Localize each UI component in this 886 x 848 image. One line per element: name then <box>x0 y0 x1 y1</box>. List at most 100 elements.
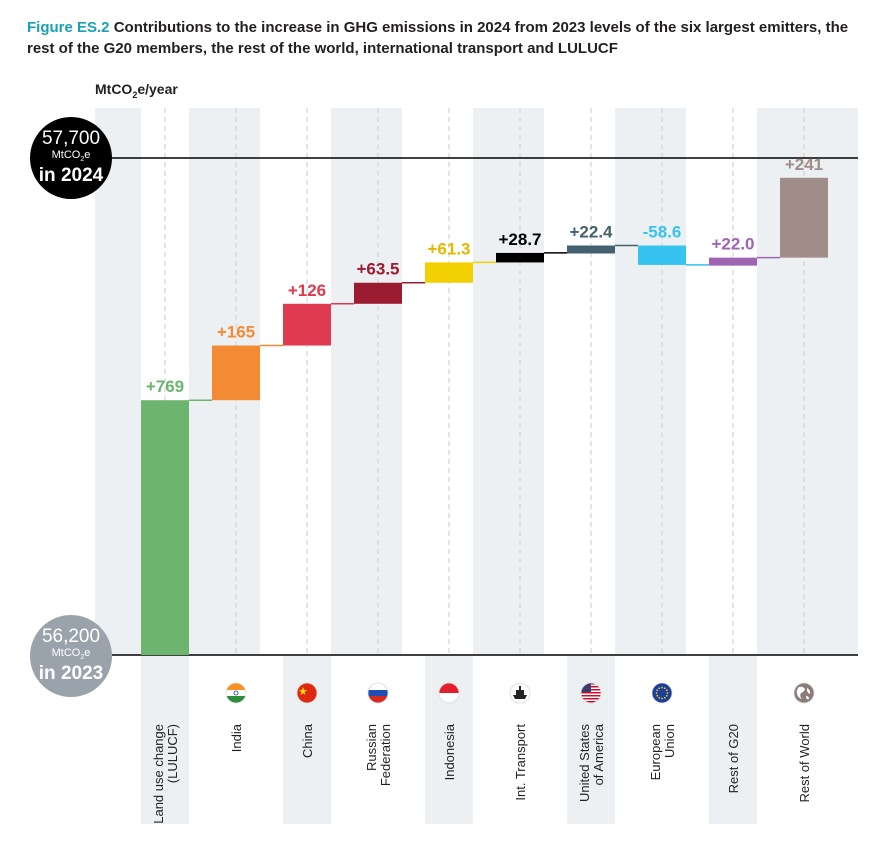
bar-land-use-change-lulucf <box>141 400 189 655</box>
category-label-text: India <box>229 723 244 752</box>
category-label-text: RussianFederation <box>364 724 393 786</box>
bar-int-transport <box>496 252 544 263</box>
background-band-right <box>824 108 858 655</box>
category-label-rest-of-world: Rest of World <box>797 724 812 803</box>
flag-wheel <box>233 690 239 696</box>
flag-star <box>661 686 663 689</box>
figure-title: Figure ES.2 Contributions to the increas… <box>27 17 872 59</box>
flag-stripe <box>581 695 601 697</box>
unit-prefix: MtCO <box>95 81 133 97</box>
flag-star <box>658 687 661 690</box>
ship-cabin <box>516 690 524 695</box>
flag-stripe <box>226 696 246 703</box>
total-2024-year: in 2024 <box>38 165 104 187</box>
icon-ring <box>580 682 602 704</box>
flag-stripe <box>226 683 246 690</box>
bar-european-union <box>638 245 686 265</box>
background-band <box>331 108 402 655</box>
category-label-line: of America <box>591 723 606 785</box>
icon-ring <box>296 682 318 704</box>
unit-sub: 2 <box>132 89 138 100</box>
label-band <box>709 656 757 824</box>
flag-canton <box>581 683 591 692</box>
flag-star <box>666 692 669 694</box>
category-label-line: Indonesia <box>442 723 457 780</box>
category-label-line: Federation <box>378 724 393 786</box>
icon-ring <box>651 682 673 704</box>
flag-star <box>663 696 666 699</box>
bar-rest-of-world <box>780 177 828 258</box>
icon-body <box>297 683 317 703</box>
russia-flag-icon <box>367 682 389 704</box>
flag-star <box>655 692 658 694</box>
eu-flag-icon <box>651 682 673 704</box>
category-label-russian-federation: RussianFederation <box>364 724 393 786</box>
category-label-text: Indonesia <box>442 723 457 780</box>
flag-field <box>652 683 672 703</box>
label-band <box>141 656 189 824</box>
total-2023-badge: 56,200 MtCO2e in 2023 <box>30 615 112 697</box>
category-label-line: Union <box>662 724 677 758</box>
category-label-int-transport: Int. Transport <box>513 724 528 801</box>
total-2023-value: 56,200 <box>41 626 101 647</box>
category-label-china: China <box>300 723 315 758</box>
flag-star <box>656 694 659 697</box>
value-label-int-transport: +28.7 <box>498 230 541 249</box>
flag-stripe <box>439 683 459 693</box>
category-label-text: Land use change(LULUCF) <box>151 724 180 824</box>
globe-land <box>796 686 805 699</box>
category-label-land-use-change-lulucf: Land use change(LULUCF) <box>151 724 180 824</box>
ship-funnel <box>519 686 521 690</box>
flag-stripe <box>581 701 601 703</box>
icon-body <box>439 683 459 703</box>
flag-stripe <box>439 693 459 703</box>
total-2023-unit: MtCO2e <box>51 647 91 662</box>
category-label-line: Int. Transport <box>513 724 528 801</box>
ship-icon <box>509 682 531 704</box>
flag-star <box>665 694 668 697</box>
bar-united-states-of-america <box>567 245 615 254</box>
background-band <box>473 108 544 655</box>
category-label-line: (LULUCF) <box>165 724 180 783</box>
bar-india <box>212 345 260 401</box>
category-label-line: Rest of World <box>797 724 812 803</box>
bar-china <box>283 303 331 346</box>
category-label-line: European <box>648 724 663 780</box>
category-label-line: Russian <box>364 724 379 771</box>
flag-stripe <box>226 690 246 696</box>
flag-star <box>661 697 663 700</box>
unit-suffix: e/year <box>137 81 178 97</box>
background-band-left <box>95 108 141 655</box>
category-label-text: Rest of G20 <box>726 724 741 793</box>
total-2024-badge: 57,700 MtCO2e in 2024 <box>30 117 112 199</box>
ship-hull <box>513 695 527 699</box>
icon-body <box>368 683 388 703</box>
total-2023-year: in 2023 <box>38 663 104 685</box>
category-label-text: United Statesof America <box>577 723 606 802</box>
icon-ring <box>509 682 531 704</box>
category-label-india: India <box>229 723 244 752</box>
flag-star <box>658 696 661 699</box>
icon-ring <box>225 682 247 704</box>
flag-stripe <box>368 683 388 690</box>
category-label-line: China <box>300 723 315 758</box>
value-label-land-use-change-lulucf: +769 <box>146 377 184 396</box>
value-label-india: +165 <box>217 323 255 342</box>
icon-body <box>510 683 530 703</box>
value-label-china: +126 <box>288 281 326 300</box>
category-label-rest-of-g20: Rest of G20 <box>726 724 741 793</box>
icon-ring <box>367 682 389 704</box>
indonesia-flag-icon <box>438 682 460 704</box>
globe-land <box>806 696 809 700</box>
icon-body <box>581 683 601 703</box>
unit-label: MtCO2e/year <box>95 81 178 100</box>
flag-stripe <box>581 699 601 701</box>
bar-russian-federation <box>354 282 402 304</box>
value-label-russian-federation: +63.5 <box>356 260 399 279</box>
value-label-rest-of-world: +241 <box>785 155 823 174</box>
category-label-text: China <box>300 723 315 758</box>
value-label-european-union: -58.6 <box>643 223 682 242</box>
figure-title-text: Contributions to the increase in GHG emi… <box>27 19 849 57</box>
globe-land <box>807 688 811 694</box>
flag-stripe <box>581 698 601 700</box>
